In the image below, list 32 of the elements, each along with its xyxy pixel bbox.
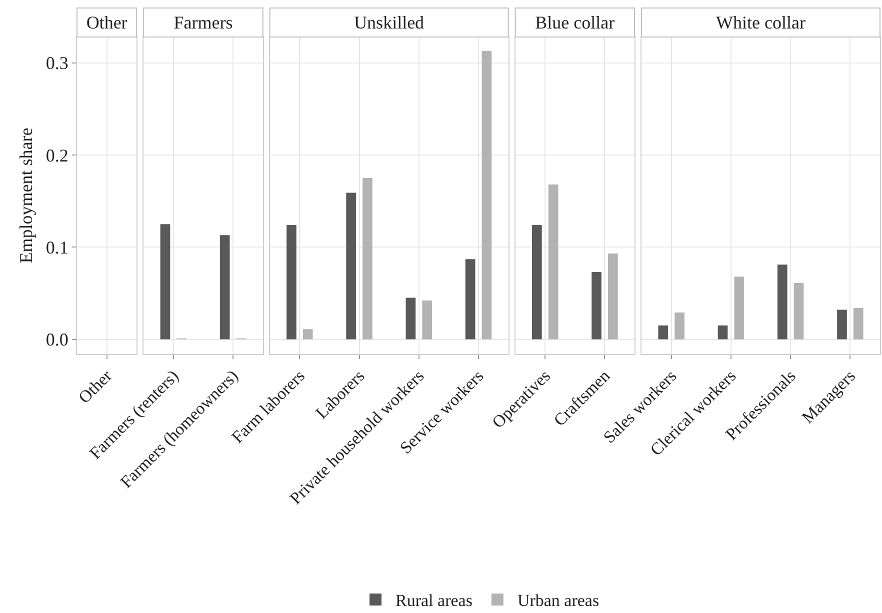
- bar: [406, 298, 416, 340]
- y-tick-label: 0.0: [46, 330, 68, 350]
- chart-title: Blue collar: [535, 12, 615, 32]
- bar: [674, 312, 684, 340]
- bar: [837, 310, 847, 340]
- bar: [658, 325, 668, 340]
- bar: [777, 264, 788, 340]
- bar: [794, 283, 804, 340]
- legend-label: Rural areas: [396, 591, 472, 610]
- y-tick-label: 0.1: [46, 237, 68, 258]
- bar: [346, 192, 356, 340]
- bar: [465, 259, 476, 340]
- y-tick-label: 0.3: [46, 53, 68, 74]
- bar: [548, 184, 558, 340]
- chart-title: Farmers: [174, 12, 233, 32]
- bar: [482, 50, 492, 340]
- bar: [718, 325, 728, 340]
- bar: [608, 254, 618, 340]
- y-axis-title: Employment share: [16, 128, 36, 264]
- bar: [422, 300, 432, 340]
- bar: [592, 272, 602, 340]
- y-tick-label: 0.2: [46, 145, 68, 166]
- legend-label: Urban areas: [517, 591, 600, 610]
- bar: [286, 224, 296, 340]
- bar: [532, 224, 542, 340]
- chart-title: Other: [86, 12, 128, 32]
- bar: [362, 178, 372, 340]
- bar: [734, 276, 744, 340]
- chart-title: White collar: [716, 12, 806, 32]
- bar: [302, 329, 313, 340]
- chart-title: Unskilled: [354, 12, 424, 32]
- bar: [853, 308, 864, 340]
